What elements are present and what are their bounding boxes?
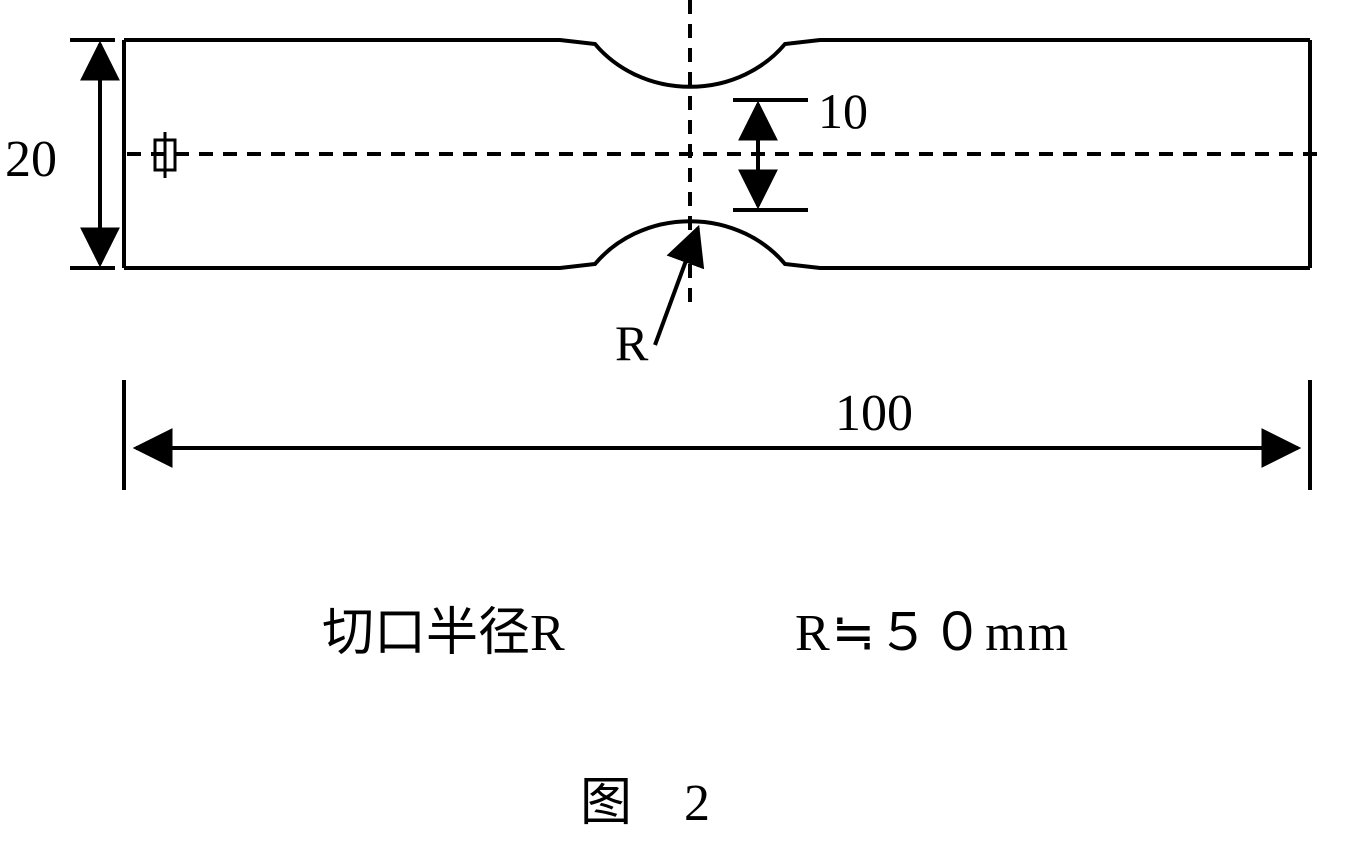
figure-number: 图 2 — [580, 760, 710, 835]
caption-notch-radius: 切口半径R — [322, 590, 565, 665]
centerlines — [127, 0, 1325, 312]
dim-width-20 — [70, 40, 115, 268]
r-label: R — [615, 315, 649, 371]
dim-width-value: 20 — [5, 131, 57, 188]
r-leader — [655, 228, 698, 345]
dim-gap-10 — [733, 100, 808, 210]
dim-length-100 — [124, 380, 1310, 490]
diagram-root: { "diagram": { "type": "engineering-draw… — [0, 0, 1371, 847]
dim-gap-value: 10 — [818, 83, 868, 139]
dim-length-value: 100 — [835, 385, 913, 442]
caption-r-value: R≒５０mm — [795, 590, 1070, 665]
diagram-svg: 20 10 100 R — [0, 0, 1371, 847]
